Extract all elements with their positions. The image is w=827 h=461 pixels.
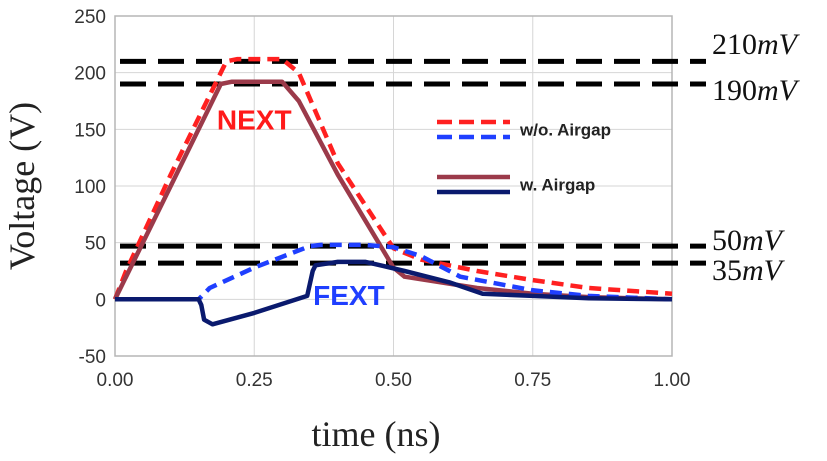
y-tick-label: 200 (74, 64, 106, 85)
reference-label-unit: mV (757, 74, 801, 107)
reference-label-unit: mV (742, 254, 786, 287)
y-axis-title: Voltage (V) (2, 102, 42, 270)
y-tick-label: 100 (74, 177, 106, 198)
reference-label: 190mV (712, 74, 801, 107)
y-tick-label: 50 (85, 234, 106, 255)
y-tick-label: 0 (95, 290, 106, 311)
annotations: NEXT FEXT (217, 104, 385, 311)
y-tick-label: -50 (79, 347, 106, 368)
x-axis-title: time (ns) (312, 414, 441, 454)
reference-label-value: 210 (712, 28, 757, 61)
x-tick-label: 0.00 (97, 370, 134, 391)
reference-label: 35mV (712, 254, 786, 287)
series-line-1 (112, 56, 673, 301)
x-tick-label: 1.00 (654, 370, 691, 391)
annotation-next: NEXT (217, 104, 292, 135)
x-tick-label: 0.25 (236, 370, 273, 391)
y-tick-label: 150 (74, 120, 106, 141)
annotation-fext: FEXT (313, 280, 385, 311)
reference-label-value: 190 (712, 74, 757, 107)
reference-label-value: 35 (712, 254, 742, 287)
series-line-4 (115, 259, 673, 327)
y-tick-label: 250 (74, 7, 106, 28)
legend-label: w/o. Airgap (519, 121, 611, 140)
reference-label: 50mV (712, 224, 786, 257)
reference-label: 210mV (712, 28, 801, 61)
x-tick-label: 0.50 (375, 370, 412, 391)
series-line-3 (115, 242, 673, 302)
reference-label-unit: mV (757, 28, 801, 61)
reference-label-value: 50 (712, 224, 742, 257)
series-line-2 (112, 79, 673, 302)
legend: w/o. Airgap w. Airgap (437, 119, 611, 195)
tick-labels: 0.00 0.25 0.50 0.75 1.00 -50 0 50 100 150 200 250 (74, 7, 690, 391)
x-tick-label: 0.75 (514, 370, 551, 391)
series-group (112, 56, 673, 327)
plot-frame (114, 15, 673, 357)
legend-label: w. Airgap (519, 176, 595, 195)
reference-label-unit: mV (742, 224, 786, 257)
